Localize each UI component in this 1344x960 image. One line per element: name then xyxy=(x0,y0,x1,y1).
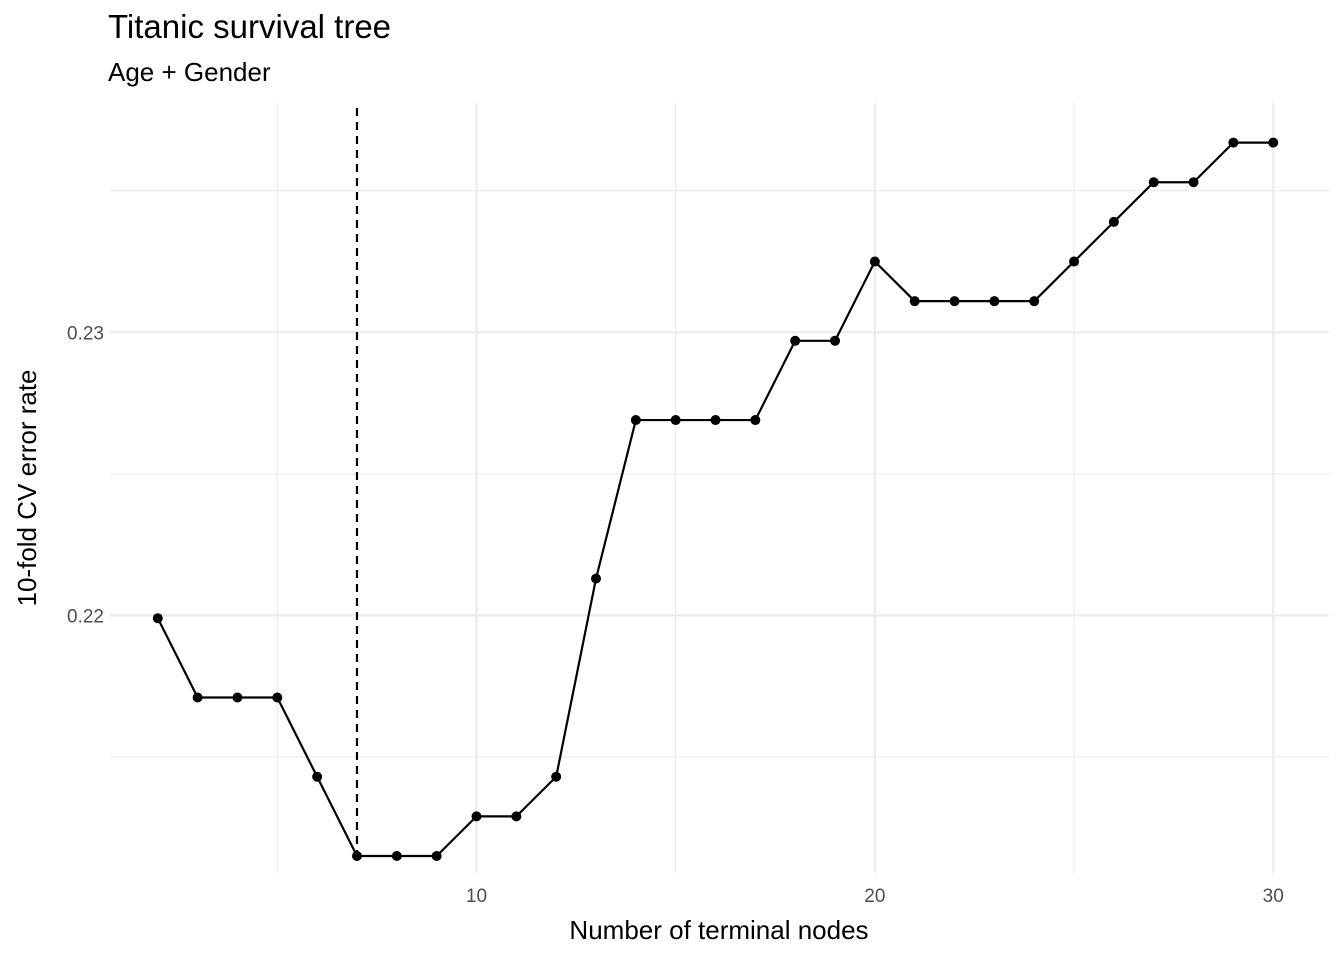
data-point xyxy=(1268,137,1279,148)
chart-subtitle: Age + Gender xyxy=(108,57,271,87)
data-point xyxy=(351,851,362,862)
data-point xyxy=(272,692,283,703)
x-tick-label: 20 xyxy=(864,886,885,907)
y-axis-ticks: 0.22 0.23 xyxy=(67,323,104,627)
data-point xyxy=(1108,216,1119,227)
data-point xyxy=(471,811,482,822)
data-point xyxy=(1069,256,1080,267)
series-group xyxy=(156,141,1274,858)
x-tick-label: 10 xyxy=(466,886,487,907)
data-point xyxy=(591,573,602,584)
data-point xyxy=(1029,296,1040,307)
data-point xyxy=(192,692,203,703)
data-point xyxy=(1188,177,1199,188)
data-point xyxy=(312,771,323,782)
data-point xyxy=(1228,137,1239,148)
data-point xyxy=(790,335,801,346)
chart-title: Titanic survival tree xyxy=(108,8,392,45)
data-point xyxy=(989,296,1000,307)
data-point xyxy=(710,415,721,426)
minor-gridlines xyxy=(110,103,1329,873)
data-point xyxy=(152,613,163,624)
series-line xyxy=(156,141,1274,858)
data-point xyxy=(232,692,243,703)
x-axis-ticks: 10 20 30 xyxy=(466,886,1284,907)
major-gridlines xyxy=(110,103,1329,873)
points-group xyxy=(152,137,1279,862)
x-axis-title: Number of terminal nodes xyxy=(569,915,868,945)
data-point xyxy=(1148,177,1159,188)
y-axis-title: 10-fold CV error rate xyxy=(12,370,42,607)
data-point xyxy=(869,256,880,267)
data-point xyxy=(511,811,522,822)
data-point xyxy=(949,296,960,307)
data-point xyxy=(391,851,402,862)
x-tick-label: 30 xyxy=(1263,886,1284,907)
data-point xyxy=(830,335,841,346)
data-point xyxy=(630,415,641,426)
data-point xyxy=(551,771,562,782)
y-tick-label: 0.22 xyxy=(67,606,104,627)
data-point xyxy=(670,415,681,426)
y-tick-label: 0.23 xyxy=(67,323,104,344)
data-point xyxy=(431,851,442,862)
data-point xyxy=(909,296,920,307)
data-point xyxy=(750,415,761,426)
